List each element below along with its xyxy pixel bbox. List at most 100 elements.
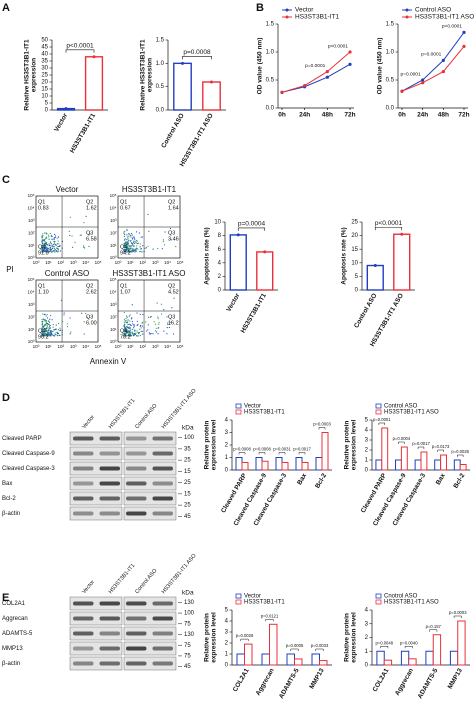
cell-dot	[147, 213, 149, 216]
cell-dot	[139, 313, 141, 316]
cell-dot	[50, 334, 52, 336]
bar	[173, 62, 192, 111]
blot-band	[73, 646, 94, 651]
x-tick-label: 10⁰	[33, 344, 40, 349]
x-tick-label: Aggrecan	[255, 667, 276, 696]
y-axis-label: expression level	[211, 612, 218, 663]
x-tick-label: HS3ST3B1-IT1	[240, 292, 268, 334]
quadrant-value: 1.07	[120, 289, 131, 295]
blot-band	[73, 436, 94, 441]
cell-dot	[41, 250, 44, 252]
significance-bracket	[265, 619, 274, 622]
y-tick-label: 50	[41, 38, 48, 44]
cell-dot	[128, 235, 130, 237]
cell-dot	[44, 241, 46, 243]
legend-swatch	[375, 599, 382, 605]
quadrant-name: Q1	[120, 283, 127, 289]
annotation: p=0.0121	[261, 613, 279, 618]
cell-dot	[42, 251, 45, 253]
cell-dot	[44, 245, 46, 247]
legend-label: Control ASO	[384, 404, 418, 410]
cell-dot	[59, 334, 61, 337]
cell-dot	[128, 333, 130, 335]
cell-dot	[132, 333, 134, 335]
cell-dot	[81, 312, 83, 314]
cell-dot	[129, 233, 131, 235]
cell-dot	[46, 330, 48, 333]
cell-dot	[46, 314, 48, 316]
blot-strip	[123, 461, 177, 476]
x-tick-label: Bax	[435, 472, 447, 486]
bar	[295, 457, 303, 471]
cell-dot	[125, 246, 127, 248]
x-tick-label: 24h	[299, 112, 310, 119]
cell-dot	[88, 245, 90, 248]
cell-dot	[129, 324, 131, 326]
annotation: p=0.0017	[412, 441, 430, 446]
y-tick-label: 10	[41, 94, 48, 100]
row-label: Cleaved Caspase-3	[2, 466, 55, 472]
x-tick-label: MMP13	[308, 667, 325, 690]
x-tick-label: Bax	[296, 472, 308, 486]
y-tick-label: 1.5	[156, 38, 165, 44]
cell-dot	[140, 236, 142, 238]
quadrant-name: Q4	[38, 244, 45, 250]
blot-band	[152, 601, 173, 606]
blot-band	[126, 511, 147, 516]
annotation: p=0.0026	[236, 633, 254, 638]
cell-dot	[127, 244, 129, 246]
blot-band	[99, 616, 120, 621]
cell-dot	[131, 328, 133, 330]
y-tick-label: 5	[365, 418, 369, 424]
marker-label: 75	[184, 654, 191, 660]
cell-dot	[56, 243, 58, 245]
cell-dot	[128, 315, 130, 317]
blot-strip	[123, 641, 177, 656]
plot-title: HS3ST3B1-IT1	[122, 185, 177, 194]
cell-dot	[153, 321, 155, 323]
cell-dot	[41, 241, 43, 244]
x-tick-label: 10¹	[127, 344, 134, 349]
blot-band	[152, 646, 173, 651]
cell-dot	[66, 326, 69, 328]
cell-dot	[125, 241, 127, 243]
y-tick-label: 10¹	[110, 327, 117, 332]
cell-dot	[43, 325, 46, 327]
x-tick-label: COL2A1	[232, 667, 251, 693]
quadrant-name: Q2	[168, 283, 175, 289]
cell-dot	[59, 327, 61, 329]
blot-strip	[69, 626, 123, 641]
cell-dot	[150, 316, 152, 318]
blot-band	[73, 661, 94, 666]
cell-dot	[137, 248, 139, 250]
cell-dot	[164, 231, 166, 233]
cell-dot	[85, 215, 87, 218]
x-tick-label: Control ASO	[160, 112, 185, 149]
blot-band	[126, 661, 147, 666]
plot-title: Vector	[56, 185, 79, 194]
blot-strip	[69, 461, 123, 476]
cell-dot	[50, 330, 52, 332]
cell-dot	[48, 234, 50, 236]
marker-label: 45	[184, 514, 191, 520]
cell-dot	[130, 335, 133, 337]
cell-dot	[136, 324, 139, 326]
legend-label: HS3ST3B1-IT1 ASO	[415, 14, 474, 21]
y-tick-label: 10³	[28, 302, 35, 307]
cell-dot	[41, 331, 44, 334]
cell-dot	[46, 324, 48, 326]
cell-dot	[124, 250, 126, 253]
marker-label: 75	[184, 643, 191, 649]
y-tick-label: 0	[355, 288, 359, 294]
blot-band	[152, 631, 173, 636]
cell-dot	[69, 317, 71, 319]
cell-dot	[123, 235, 125, 237]
cell-dot	[127, 241, 129, 243]
significance-bracket	[290, 648, 299, 651]
cell-dot	[45, 328, 47, 331]
series-line	[401, 32, 465, 92]
bar-dot	[210, 80, 213, 84]
y-tick-label: 0	[225, 663, 229, 669]
y-tick-label: 10⁰	[110, 339, 117, 344]
cell-dot	[41, 335, 43, 337]
